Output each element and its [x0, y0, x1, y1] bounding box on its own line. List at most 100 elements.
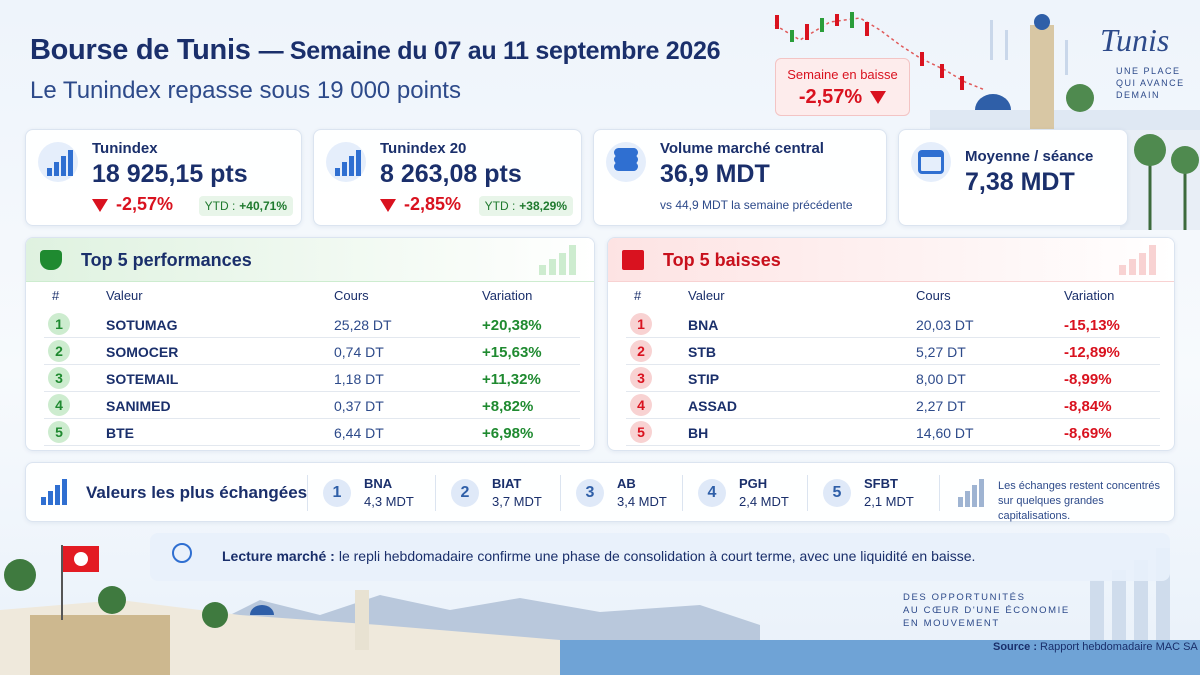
dome [250, 605, 274, 615]
note-decor-bar [979, 479, 984, 507]
traded-value: 3,4 MDT [617, 494, 667, 509]
kpi-icon-bg [38, 142, 78, 182]
stock-name: BTE [106, 425, 134, 441]
panel-icon [40, 250, 62, 270]
title: Bourse de Tunis — Semaine du 07 au 11 sep… [30, 34, 721, 67]
candle [775, 15, 779, 29]
building [930, 110, 1200, 130]
candle [790, 30, 794, 42]
kpi-card: Volume marché central 36,9 MDT vs 44,9 MDT… [593, 129, 887, 226]
icon-bar [54, 162, 59, 176]
badge-value: -2,57% [798, 86, 863, 108]
panel-decor-bar [539, 265, 546, 275]
icon-bar [68, 150, 73, 176]
stock-price: 14,60 DT [916, 425, 974, 441]
rank-circle: 5 [823, 479, 851, 507]
kpi-change: -2,85% [380, 194, 461, 215]
candle [865, 22, 869, 36]
rank-badge: 1 [630, 313, 652, 335]
top-losses-panel: Top 5 baisses # Valeur Cours Variation 1 BNA 20… [607, 237, 1175, 451]
panel-decor-bar [1119, 265, 1126, 275]
column-header: # [52, 288, 60, 303]
candle [940, 64, 944, 78]
table-row: 1 BNA 20,03 DT -15,13% [626, 311, 1160, 338]
dome [975, 94, 1011, 110]
kpi-change: -2,57% [92, 194, 173, 215]
bulb-icon [172, 543, 192, 563]
table-row: 3 SOTEMAIL 1,18 DT +11,32% [44, 365, 580, 392]
kpi-value: 8 263,08 pts [380, 160, 522, 188]
rank-badge: 3 [630, 367, 652, 389]
traded-name: SFBT [864, 476, 898, 491]
brand-tagline: UNE PLACE [1116, 66, 1181, 76]
badge-value-row: -2,57% [776, 86, 909, 109]
column-headers: # Valeur Cours Variation [608, 288, 1174, 308]
top-gains-panel: Top 5 performances # Valeur Cours Variation 1… [25, 237, 595, 451]
sea [540, 640, 1200, 675]
coin [614, 148, 638, 157]
note-decor-bar [958, 497, 963, 507]
palm [1066, 84, 1094, 112]
table-row: 5 BH 14,60 DT -8,69% [626, 419, 1160, 446]
panel-header: Top 5 baisses [608, 238, 1174, 282]
icon-bar [61, 156, 66, 176]
kpi-card: Tunindex 18 925,15 pts -2,57% YTD : +40,71% [25, 129, 302, 226]
palm [98, 586, 126, 614]
separator [435, 475, 436, 511]
column-header: Valeur [106, 288, 143, 303]
kpi-note: vs 44,9 MDT la semaine précédente [660, 198, 853, 212]
traded-name: PGH [739, 476, 768, 491]
stock-change: +6,98% [482, 425, 534, 442]
icon-bar [342, 162, 347, 176]
badge: Semaine en baisse -2,57% [775, 58, 910, 116]
rank-badge: 3 [48, 367, 70, 389]
slogan-line: EN MOUVEMENT [903, 618, 1000, 629]
rank-badge: 5 [48, 421, 70, 443]
minaret [1030, 25, 1054, 130]
rank-badge: 1 [48, 313, 70, 335]
slogan-line: DES OPPORTUNITÉS [903, 592, 1026, 603]
rank-circle: 2 [451, 479, 479, 507]
rank-circle: 3 [576, 479, 604, 507]
stock-change: +15,63% [482, 344, 542, 361]
panel-title: Top 5 baisses [663, 250, 781, 270]
stock-name: SANIMED [106, 398, 171, 414]
stock-name: BNA [688, 317, 719, 333]
candle [990, 20, 993, 60]
icon [917, 148, 945, 176]
kpi-label: Tunindex 20 [380, 140, 467, 157]
panel-header: Top 5 performances [26, 238, 594, 282]
stock-price: 1,18 DT [334, 371, 384, 387]
down-arrow [870, 91, 887, 105]
icon-bar [335, 168, 340, 176]
rank-badge: 5 [630, 421, 652, 443]
traded-value: 2,4 MDT [739, 494, 789, 509]
minaret-dome [1034, 14, 1050, 30]
ytd-label: YTD : [484, 199, 516, 213]
bar-decor [1090, 580, 1104, 640]
icon [38, 477, 67, 505]
stock-change: -8,84% [1064, 398, 1112, 415]
rank-badge: 4 [630, 394, 652, 416]
rank-badge: 4 [48, 394, 70, 416]
reading-body: le repli hebdomadaire confirme une phase… [338, 548, 976, 564]
panel-decor-bar [1129, 259, 1136, 275]
stock-price: 20,03 DT [916, 317, 974, 333]
note-decor-bar [965, 491, 970, 507]
brand-tagline: DEMAIN [1116, 90, 1161, 100]
stock-change: -12,89% [1064, 344, 1120, 361]
candle [1065, 40, 1068, 75]
rank-badge: 2 [48, 340, 70, 362]
panel-decor-bar [569, 245, 576, 275]
stock-name: SOMOCER [106, 344, 179, 360]
kpi-value: 7,38 MDT [965, 168, 1075, 196]
separator [560, 475, 561, 511]
column-header: Variation [1064, 288, 1115, 303]
panel-decor-bar [559, 253, 566, 275]
coin [614, 162, 638, 171]
candles [774, 12, 1068, 91]
table-row: 4 SANIMED 0,37 DT +8,82% [44, 392, 580, 419]
stock-name: STB [688, 344, 716, 360]
